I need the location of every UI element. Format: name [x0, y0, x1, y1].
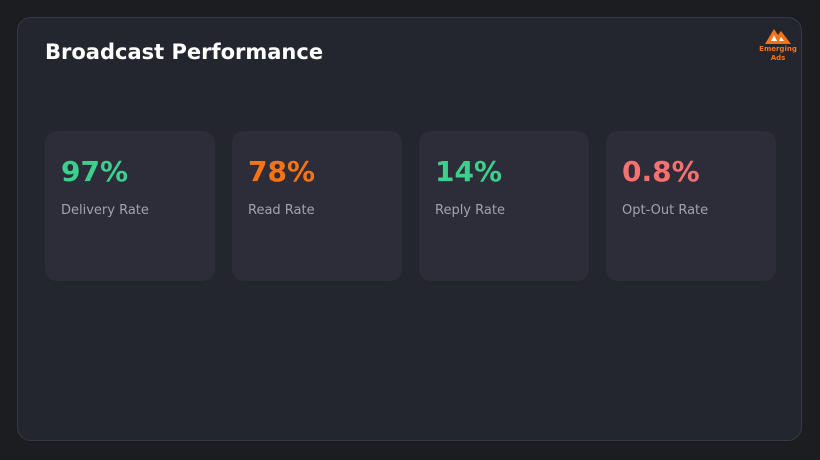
metric-value: 0.8%: [622, 155, 700, 188]
logo: Emerging Ads: [756, 27, 800, 63]
metric-value: 97%: [61, 155, 129, 188]
card-row: 97% Delivery Rate 78% Read Rate 14% Reply Rat…: [45, 131, 776, 281]
metric-label: Opt-Out Rate: [622, 203, 709, 218]
logo-icon: [765, 29, 791, 44]
metric-card: 97% Delivery Rate: [45, 131, 215, 281]
metric-label: Read Rate: [248, 203, 315, 218]
metric-label: Reply Rate: [435, 203, 505, 218]
title: Broadcast Performance: [45, 40, 324, 64]
metric-label: Delivery Rate: [61, 203, 149, 218]
panel: Broadcast Performance Emerging Ads 97% De…: [17, 17, 802, 441]
metric-card: 0.8% Opt-Out Rate: [606, 131, 776, 281]
metric-card: 78% Read Rate: [232, 131, 402, 281]
metric-card: 14% Reply Rate: [419, 131, 589, 281]
logo-text: Ads: [770, 54, 786, 62]
metric-value: 14%: [435, 155, 503, 188]
metric-value: 78%: [248, 155, 316, 188]
logo-text: Emerging: [759, 45, 797, 53]
